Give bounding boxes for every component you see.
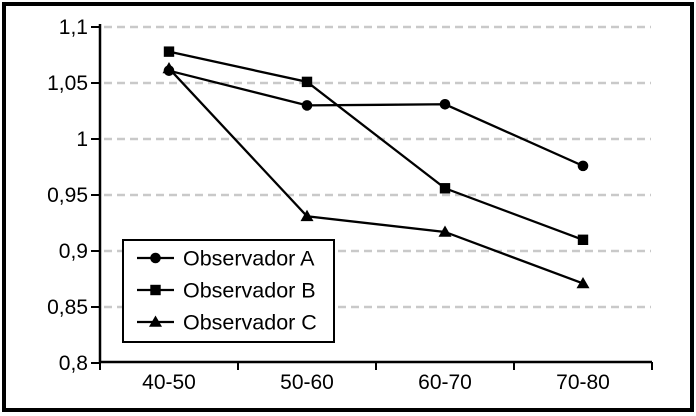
series-observador-b	[163, 46, 589, 245]
x-tick-label: 60-70	[418, 371, 472, 394]
legend-item: Observador C	[137, 311, 317, 335]
circle-marker	[150, 252, 161, 264]
square-marker	[439, 183, 451, 194]
x-tick-label: 70-80	[556, 371, 610, 394]
axes	[91, 24, 653, 370]
triangle-marker	[576, 276, 590, 289]
x-tick-label: 50-60	[280, 371, 334, 394]
series-observador-c	[162, 61, 590, 289]
y-tick-label: 0,95	[47, 184, 88, 207]
circle-marker	[577, 160, 589, 172]
legend: Observador A Observador B Observador C	[122, 239, 335, 343]
series-observador-a	[163, 65, 589, 172]
series-line	[168, 69, 584, 167]
square-marker	[301, 76, 313, 88]
y-tick-label: 1	[76, 128, 88, 151]
chart-outer-frame	[2, 2, 694, 412]
legend-label: Observador B	[183, 279, 316, 303]
series-line	[168, 67, 584, 285]
triangle-marker	[300, 209, 314, 222]
y-tick-label: 0,9	[59, 240, 88, 263]
legend-item: Observador B	[137, 279, 316, 303]
triangle-marker	[162, 61, 176, 74]
y-axis-tick-labels: 1,1 1,05 1 0,95 0,9 0,85 0,8	[47, 16, 88, 375]
triangle-marker	[149, 315, 162, 327]
square-marker	[163, 46, 175, 57]
circle-marker	[301, 100, 313, 111]
series-line	[168, 50, 584, 241]
y-tick-label: 1,1	[59, 16, 88, 39]
legend-label: Observador C	[183, 311, 317, 335]
square-marker	[150, 284, 161, 296]
circle-marker	[439, 98, 451, 110]
legend-label: Observador A	[183, 247, 315, 271]
x-tick-label: 40-50	[142, 371, 196, 394]
y-tick-label: 0,85	[47, 296, 88, 319]
triangle-marker	[438, 225, 452, 237]
x-axis-tick-labels: 40-50 50-60 60-70 70-80	[142, 371, 610, 394]
y-tick-label: 0,8	[59, 352, 88, 375]
data-series	[162, 46, 590, 289]
square-marker	[577, 234, 589, 245]
legend-item: Observador A	[137, 247, 315, 271]
y-tick-label: 1,05	[47, 72, 88, 95]
